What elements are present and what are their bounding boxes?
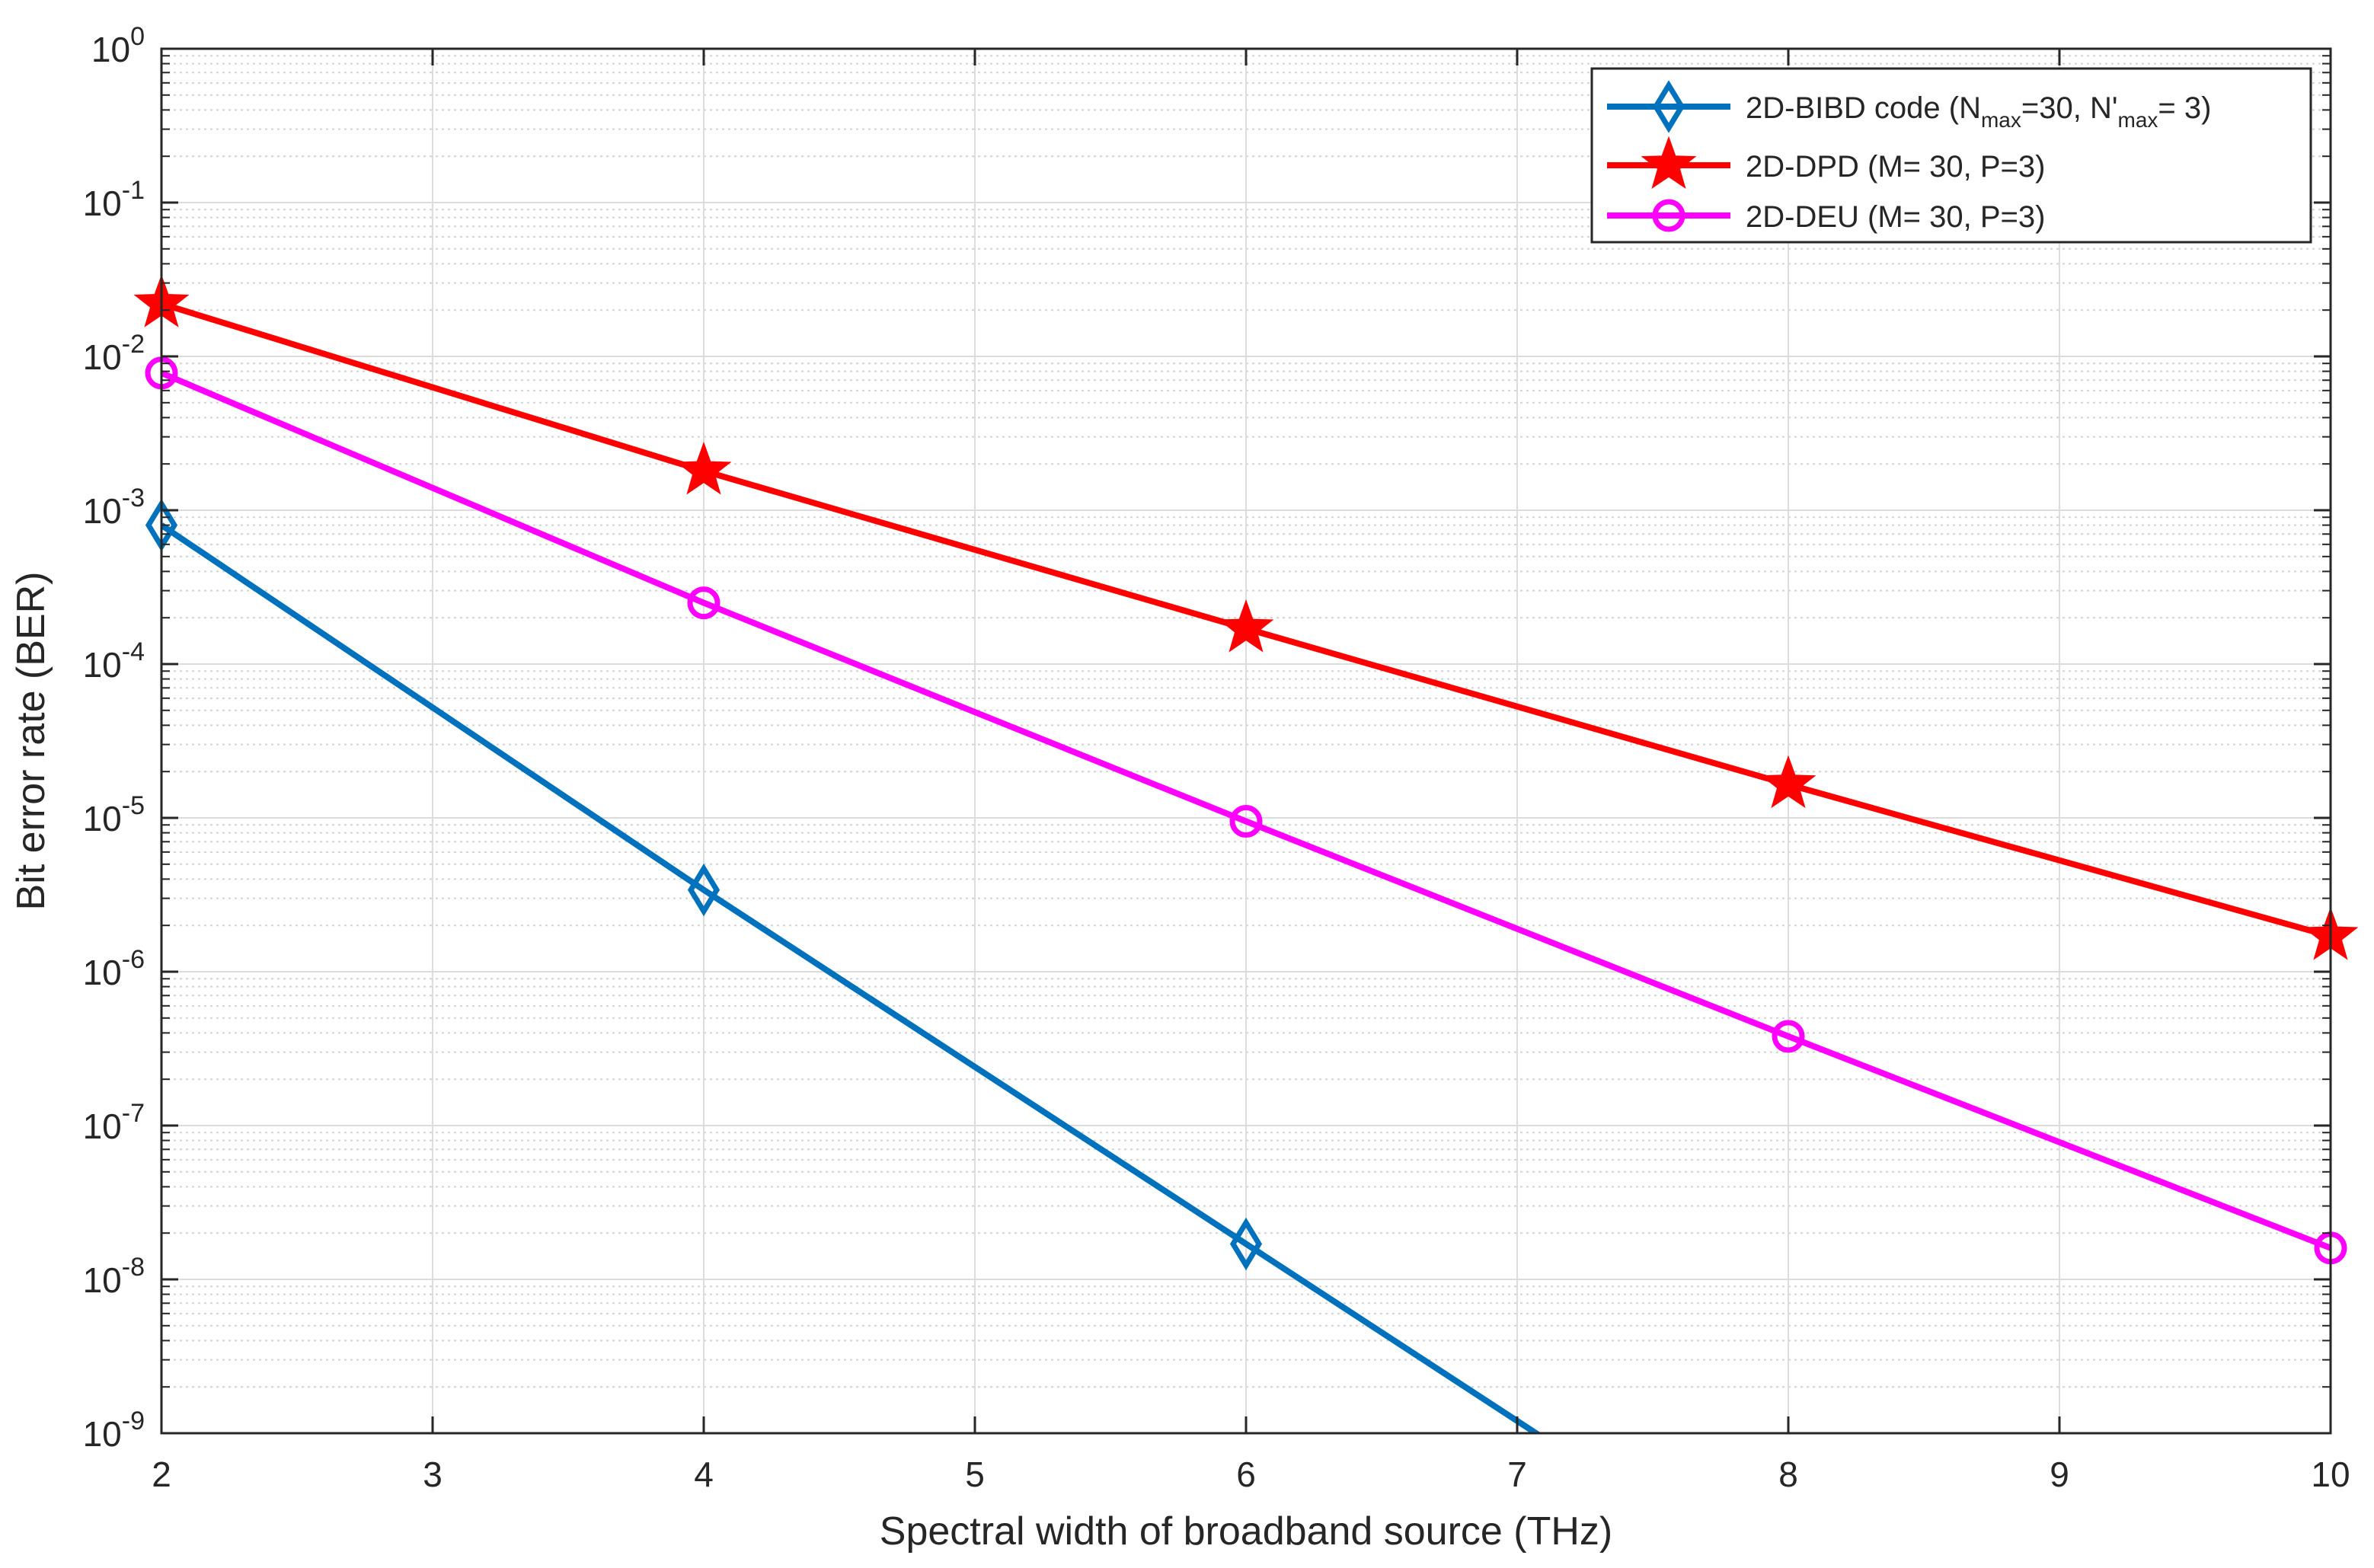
legend-marker-1 xyxy=(1652,80,1685,133)
series-2-point xyxy=(1760,755,1816,809)
x-tick-label: 6 xyxy=(1236,1455,1256,1494)
x-tick-label: 8 xyxy=(1778,1455,1798,1494)
x-tick-label: 5 xyxy=(965,1455,985,1494)
x-tick-labels: 2 3 4 5 6 7 8 9 10 xyxy=(152,1455,2350,1494)
legend[interactable]: 2D-BIBD code (Nmax=30, N'max= 3) 2D-DPD (… xyxy=(1590,67,2312,244)
y-axis-label: Bit error rate (BER) xyxy=(9,572,53,911)
legend-box xyxy=(1590,67,2312,244)
series-3-point xyxy=(1229,804,1263,838)
series-2-point xyxy=(676,441,732,495)
x-tick-label: 4 xyxy=(694,1455,714,1494)
y-tick-label: 10-9 xyxy=(83,1407,145,1454)
grid xyxy=(161,48,2331,1434)
y-tick-label: 10-7 xyxy=(83,1099,145,1146)
series-line-3 xyxy=(161,370,2331,1251)
x-tick-label: 7 xyxy=(1507,1455,1527,1494)
y-tick-label: 10-4 xyxy=(83,637,145,685)
x-axis-label: Spectral width of broadband source (THz) xyxy=(880,1509,1612,1554)
x-tick-label: 9 xyxy=(2050,1455,2069,1494)
y-tick-label: 10-6 xyxy=(83,945,145,992)
x-tick-label: 2 xyxy=(152,1455,171,1494)
y-tick-label: 10-1 xyxy=(83,176,145,223)
series-1-point xyxy=(687,863,721,917)
legend-marker-3 xyxy=(1652,199,1685,232)
y-tick-labels: 100 10-1 10-2 10-3 10-4 10-5 10-6 10-7 10-8 10-9 xyxy=(83,22,145,1454)
series-3-point xyxy=(687,586,721,620)
y-tick-label: 100 xyxy=(91,22,145,69)
legend-label-3: 2D-DEU (M= 30, P=3) xyxy=(1746,200,2045,234)
y-tick-label: 10-8 xyxy=(83,1253,145,1300)
axis-ticks xyxy=(160,47,2332,1435)
series-3-point xyxy=(1772,1020,1805,1053)
y-tick-label: 10-5 xyxy=(83,791,145,838)
series-1-point xyxy=(1229,1217,1263,1271)
y-tick-label: 10-2 xyxy=(83,330,145,377)
x-tick-label: 10 xyxy=(2311,1455,2350,1494)
legend-label-2: 2D-DPD (M= 30, P=3) xyxy=(1746,150,2045,184)
y-tick-label: 10-3 xyxy=(83,484,145,531)
legend-marker-2 xyxy=(1641,136,1697,190)
series-2-point xyxy=(1218,599,1274,653)
legend-label-1: 2D-BIBD code (Nmax=30, N'max= 3) xyxy=(1746,91,2211,132)
x-tick-label: 3 xyxy=(423,1455,443,1494)
